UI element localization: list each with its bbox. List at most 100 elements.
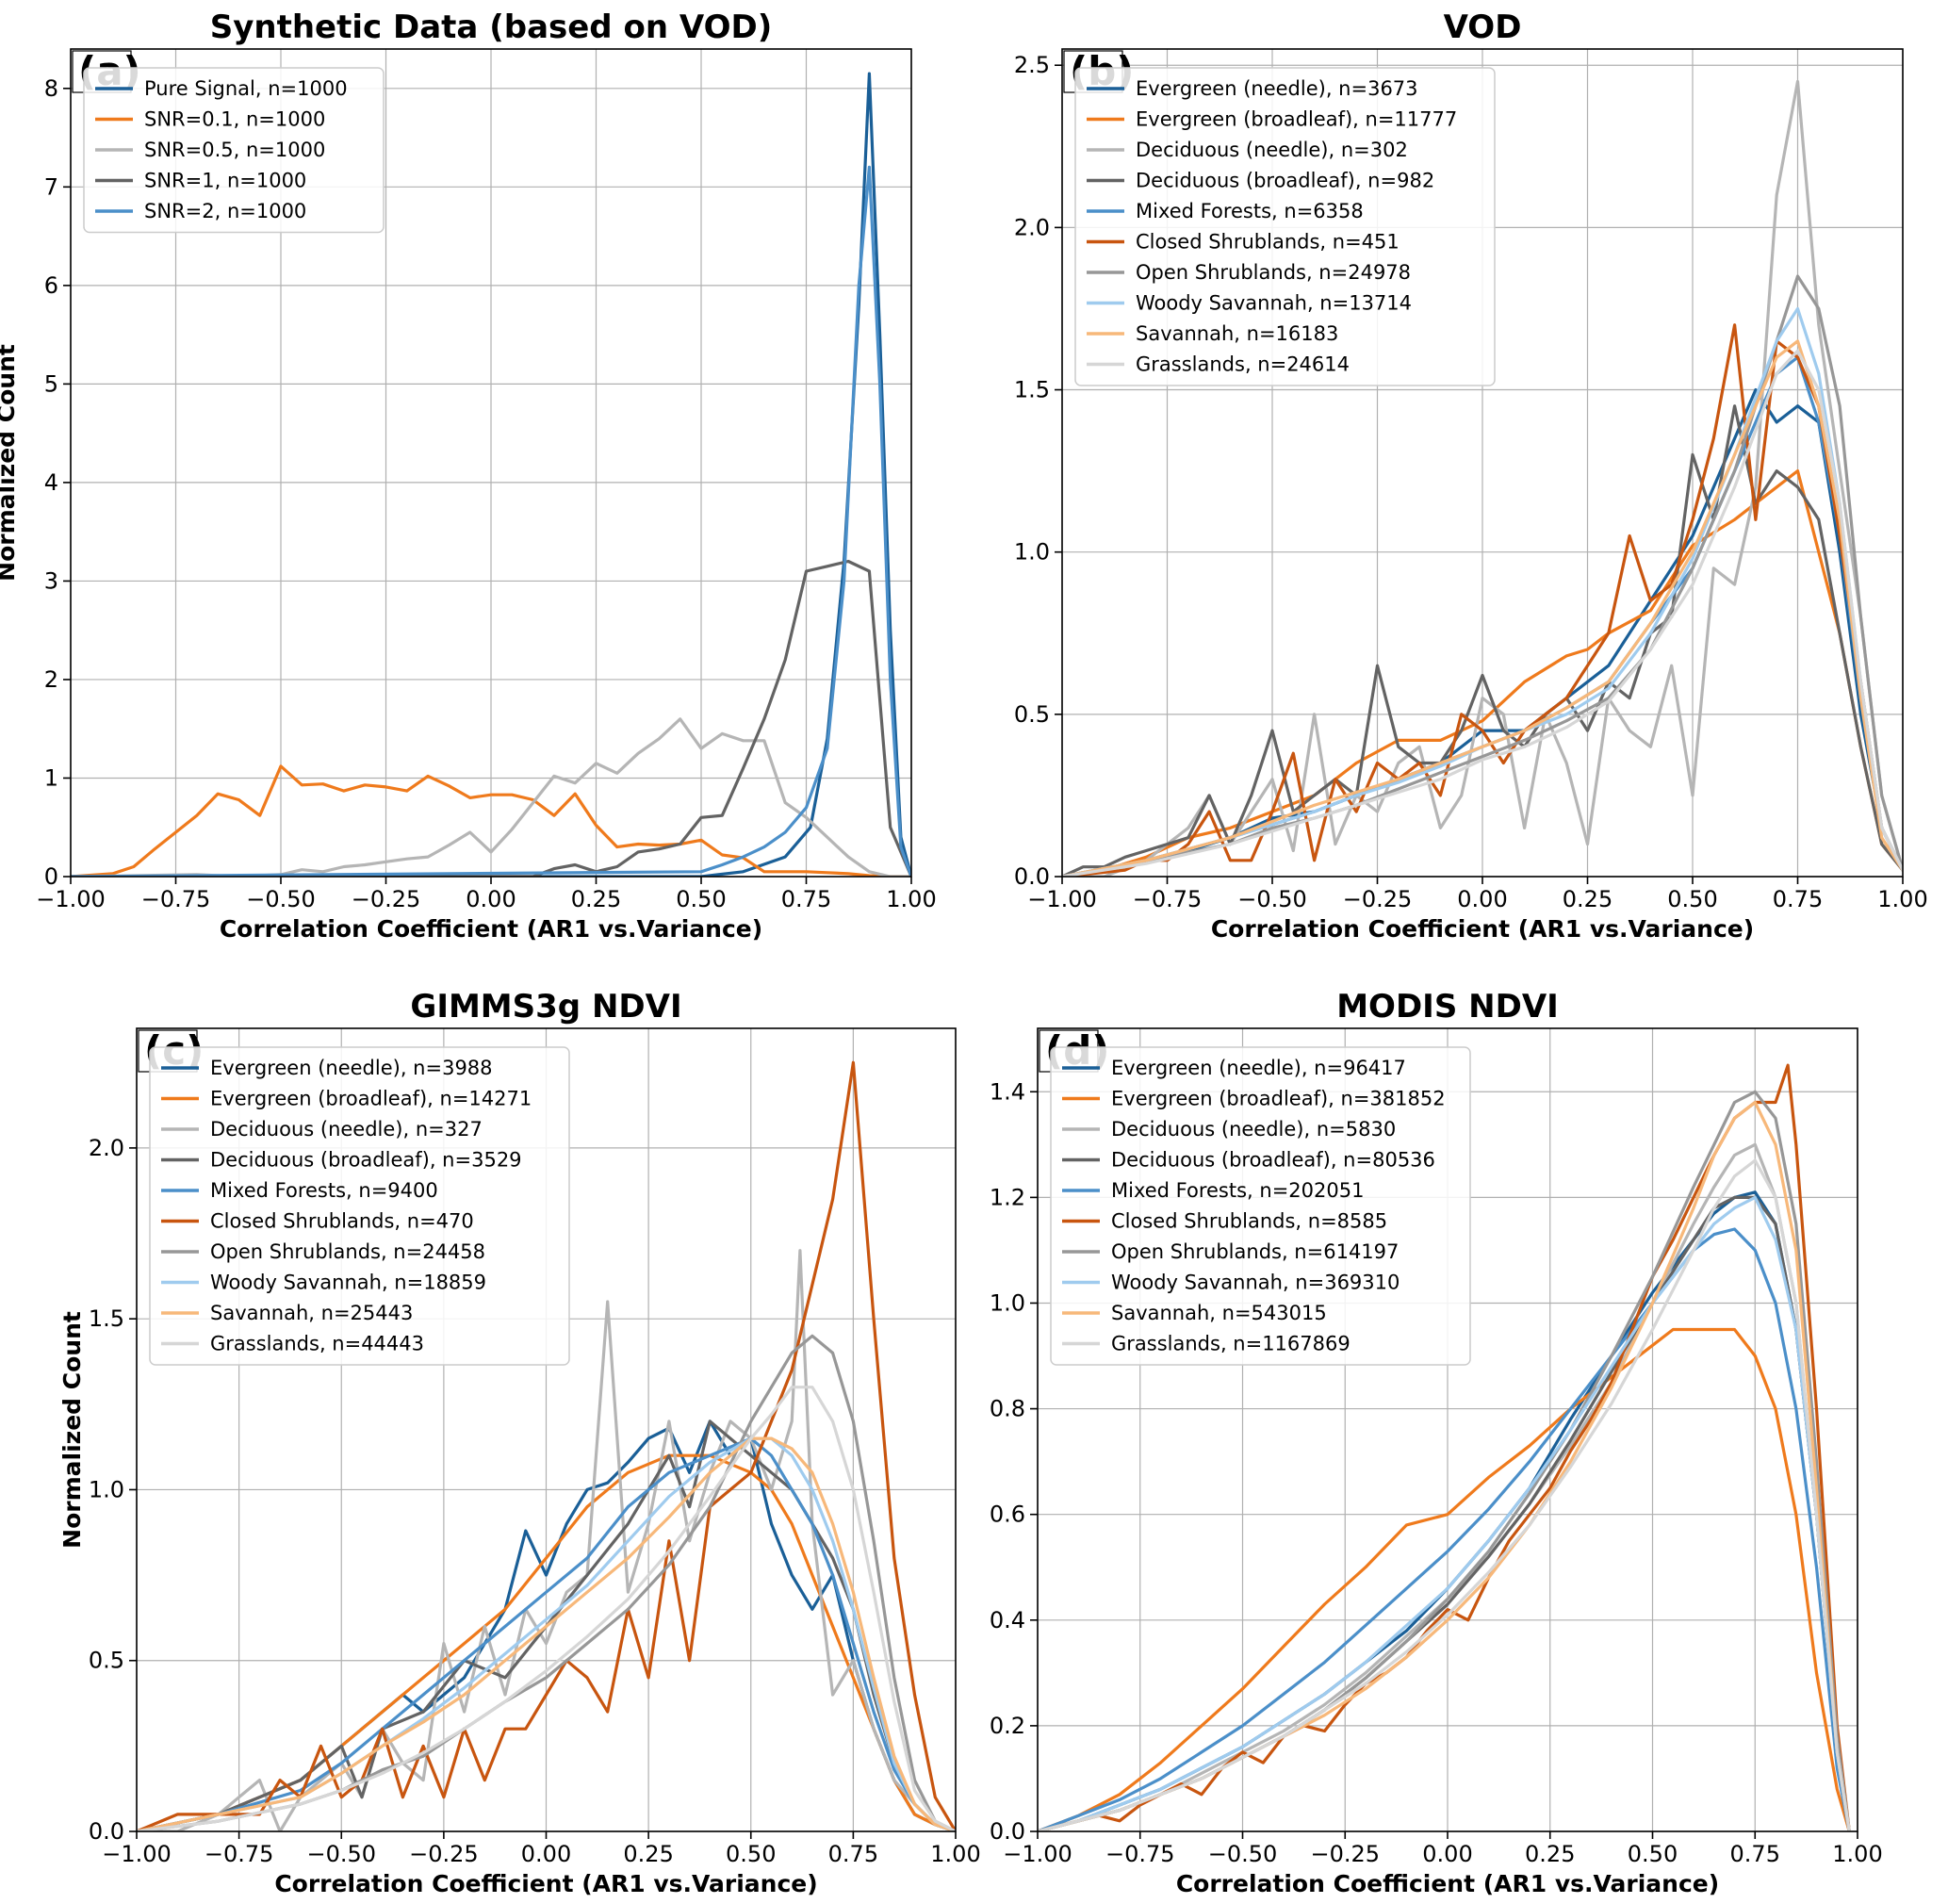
legend-box <box>149 1046 570 1366</box>
y-tick-label: 0.0 <box>89 1818 124 1845</box>
x-axis-label: Correlation Coefficient (AR1 vs.Variance… <box>1176 1870 1719 1897</box>
chart-panel-1: −1.00 −0.75 −0.50 −0.25 0.00 0.25 0.50 0.75 1.00… <box>0 8 937 943</box>
x-tick-label: −0.25 <box>1343 886 1413 912</box>
x-tick-label: −1.00 <box>36 886 106 912</box>
y-tick-label: 2 <box>44 666 58 693</box>
legend-entry: Woody Savannah, n=369310 <box>1111 1272 1400 1294</box>
y-tick-label: 1 <box>44 764 58 791</box>
y-tick-label: 2.0 <box>89 1135 124 1161</box>
legend-entry: Grasslands, n=44443 <box>210 1333 424 1355</box>
x-axis-label: Correlation Coefficient (AR1 vs.Variance… <box>220 915 762 943</box>
x-tick-label: −0.25 <box>409 1841 479 1867</box>
y-tick-label: 1.0 <box>1014 539 1050 566</box>
series-line-9 <box>137 1436 956 1831</box>
legend-entry: Savannah, n=25443 <box>210 1302 413 1324</box>
x-tick-label: 0.00 <box>1422 1841 1472 1867</box>
legend-entry: Savannah, n=16183 <box>1136 322 1338 345</box>
y-tick-label: 3 <box>44 567 58 594</box>
x-tick-label: −0.50 <box>1208 1841 1278 1867</box>
legend-entry: Evergreen (needle), n=3673 <box>1136 77 1418 100</box>
series-line-5 <box>137 1436 956 1831</box>
series-line-4 <box>1062 404 1903 877</box>
series-line-10 <box>1062 349 1903 877</box>
series-line-7 <box>1062 274 1903 877</box>
y-tick-label: 2.5 <box>1014 52 1050 78</box>
legend-entry: Evergreen (broadleaf), n=11777 <box>1136 108 1457 131</box>
y-axis-label: Normalized Count <box>0 344 20 582</box>
legend-entry: SNR=1, n=1000 <box>144 170 306 192</box>
y-tick-label: 0.4 <box>990 1607 1025 1633</box>
chart-title: Synthetic Data (based on VOD) <box>210 8 773 46</box>
x-axis-label: Correlation Coefficient (AR1 vs.Variance… <box>274 1870 817 1897</box>
legend-entry: Closed Shrublands, n=470 <box>210 1210 474 1233</box>
x-tick-label: −0.50 <box>306 1841 376 1867</box>
legend-entry: SNR=2, n=1000 <box>144 200 306 222</box>
y-tick-label: 0 <box>44 863 58 890</box>
series-line-5 <box>1038 1227 1851 1831</box>
series-line-6 <box>137 1060 956 1831</box>
x-tick-label: 0.00 <box>521 1841 571 1867</box>
x-tick-label: 0.00 <box>1457 886 1507 912</box>
series-line-10 <box>1038 1158 1851 1831</box>
x-axis-label: Correlation Coefficient (AR1 vs.Variance… <box>1211 915 1754 943</box>
legend-entry: Deciduous (broadleaf), n=3529 <box>210 1149 522 1172</box>
legend-entry: Deciduous (needle), n=5830 <box>1111 1118 1396 1141</box>
chart-title: MODIS NDVI <box>1336 988 1559 1026</box>
legend-entry: Pure Signal, n=1000 <box>144 77 348 100</box>
x-tick-label: −0.50 <box>1237 886 1307 912</box>
series-line-7 <box>137 1334 956 1831</box>
series-line-3 <box>71 717 911 877</box>
legend-entry: Deciduous (broadleaf), n=80536 <box>1111 1149 1435 1172</box>
y-tick-label: 1.5 <box>89 1305 124 1332</box>
chart-panel-3: −1.00 −0.75 −0.50 −0.25 0.00 0.25 0.50 0.75 1.00… <box>58 988 981 1897</box>
x-tick-label: −1.00 <box>1003 1841 1072 1867</box>
y-tick-label: 1.0 <box>89 1476 124 1502</box>
legend-box <box>1050 1046 1471 1366</box>
series-line-2 <box>71 764 911 877</box>
legend-box <box>83 67 385 234</box>
legend-entry: Grasslands, n=1167869 <box>1111 1333 1351 1355</box>
x-tick-label: 0.25 <box>623 1841 673 1867</box>
y-tick-label: 0.6 <box>990 1502 1025 1528</box>
x-tick-label: −0.75 <box>1133 886 1203 912</box>
legend-entry: Open Shrublands, n=24458 <box>210 1240 485 1263</box>
legend-entry: Deciduous (broadleaf), n=982 <box>1136 170 1434 192</box>
x-tick-label: 0.75 <box>828 1841 878 1867</box>
legend-entry: Evergreen (broadleaf), n=381852 <box>1111 1088 1446 1110</box>
legend-entry: Savannah, n=543015 <box>1111 1302 1327 1324</box>
legend-entry: Closed Shrublands, n=8585 <box>1111 1210 1387 1233</box>
x-tick-label: −0.25 <box>352 886 421 912</box>
x-tick-label: 0.25 <box>1525 1841 1575 1867</box>
x-tick-label: −0.50 <box>246 886 316 912</box>
x-tick-label: 1.00 <box>1832 1841 1882 1867</box>
x-tick-label: −1.00 <box>1027 886 1097 912</box>
x-tick-label: 0.50 <box>1667 886 1717 912</box>
x-tick-label: −0.75 <box>205 1841 274 1867</box>
x-tick-label: −0.25 <box>1310 1841 1380 1867</box>
x-tick-label: 0.25 <box>571 886 621 912</box>
y-tick-label: 7 <box>44 173 58 200</box>
legend-entry: Evergreen (needle), n=3988 <box>210 1057 493 1079</box>
x-tick-label: 0.50 <box>1628 1841 1678 1867</box>
legend-entry: Open Shrublands, n=24978 <box>1136 261 1411 284</box>
x-tick-label: −0.75 <box>141 886 211 912</box>
legend-entry: SNR=0.5, n=1000 <box>144 139 325 161</box>
x-tick-label: 0.25 <box>1563 886 1612 912</box>
x-tick-label: 0.75 <box>781 886 831 912</box>
legend-entry: Grasslands, n=24614 <box>1136 353 1350 376</box>
x-tick-label: 1.00 <box>1877 886 1927 912</box>
x-tick-label: −1.00 <box>102 1841 172 1867</box>
legend-entry: Evergreen (needle), n=96417 <box>1111 1057 1406 1079</box>
legend-entry: Open Shrublands, n=614197 <box>1111 1240 1399 1263</box>
x-tick-label: 1.00 <box>930 1841 980 1867</box>
y-tick-label: 2.0 <box>1014 214 1050 240</box>
x-tick-label: 1.00 <box>886 886 936 912</box>
legend-entry: Woody Savannah, n=13714 <box>1136 292 1412 315</box>
y-tick-label: 4 <box>44 469 58 496</box>
legend-entry: Deciduous (needle), n=302 <box>1136 139 1408 161</box>
y-tick-label: 0.0 <box>990 1818 1025 1845</box>
chart-panel-4: −1.00 −0.75 −0.50 −0.25 0.00 0.25 0.50 0.75 1.00… <box>990 988 1883 1897</box>
series-line-9 <box>1062 339 1903 877</box>
legend-box <box>1074 67 1496 386</box>
